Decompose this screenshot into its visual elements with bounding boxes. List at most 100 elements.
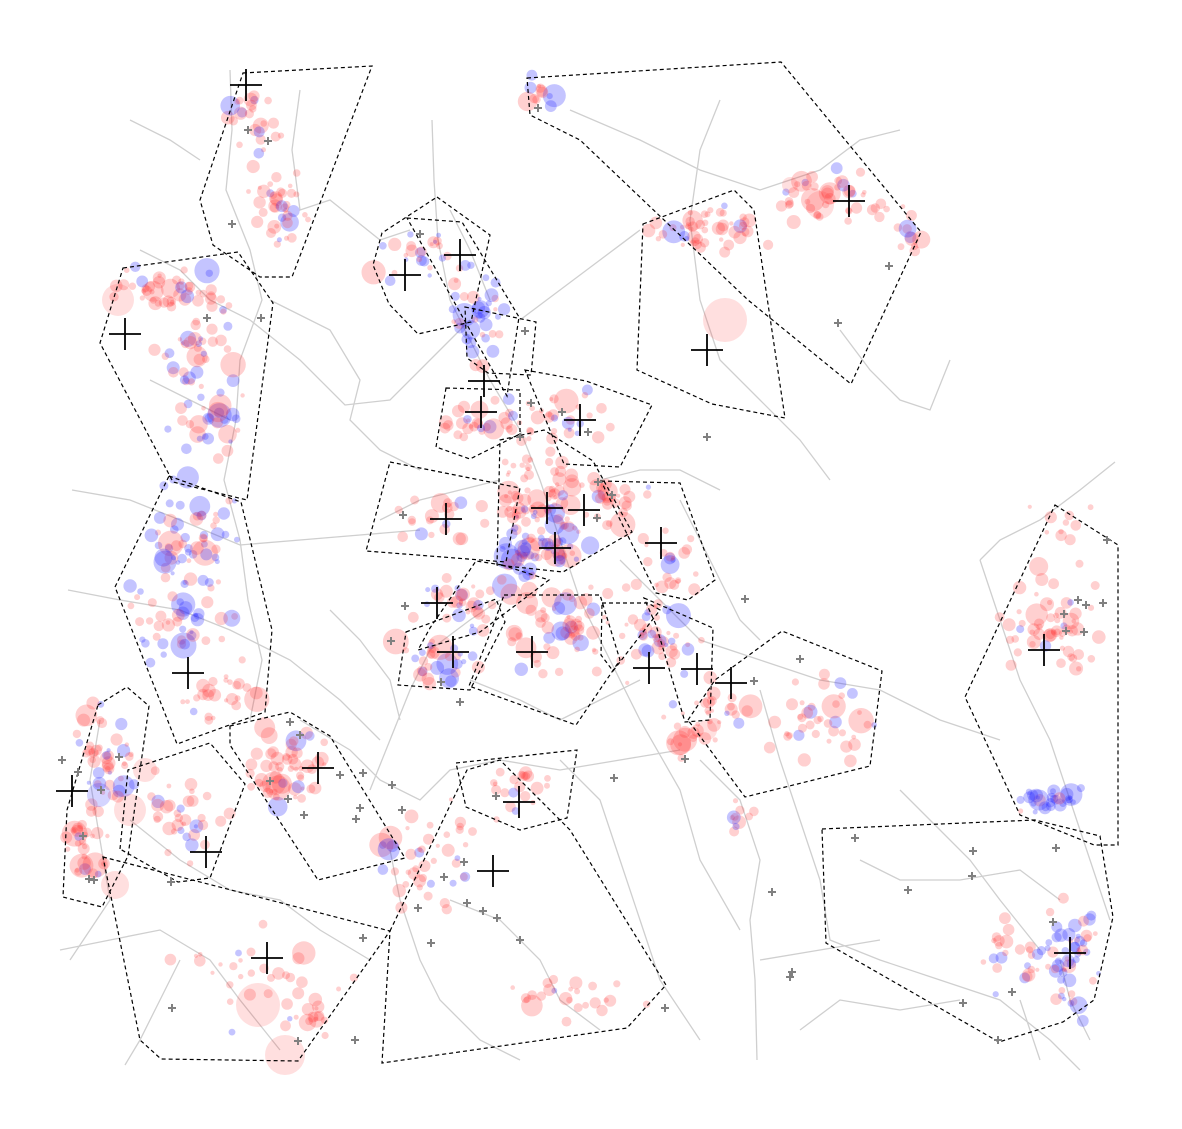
red-point bbox=[277, 132, 285, 139]
red-point bbox=[786, 215, 801, 229]
red-point bbox=[681, 544, 693, 555]
station-marker-icon bbox=[851, 834, 859, 842]
blue-point bbox=[204, 413, 214, 423]
large-red-point bbox=[265, 1035, 305, 1075]
red-point bbox=[545, 446, 556, 457]
red-point bbox=[421, 672, 435, 686]
red-point bbox=[666, 730, 692, 756]
blue-point bbox=[830, 162, 843, 175]
red-point bbox=[521, 454, 532, 465]
red-point bbox=[211, 544, 221, 554]
red-point bbox=[468, 827, 477, 836]
red-point bbox=[269, 789, 274, 794]
red-point bbox=[555, 455, 569, 470]
red-point bbox=[152, 276, 166, 289]
red-point bbox=[1050, 625, 1063, 637]
red-point bbox=[240, 393, 245, 398]
red-point bbox=[265, 748, 277, 760]
zone-center-cross-icon bbox=[437, 636, 469, 668]
red-point bbox=[544, 782, 550, 789]
blue-point bbox=[199, 530, 209, 540]
red-point bbox=[336, 986, 342, 992]
red-point bbox=[202, 791, 212, 801]
red-point bbox=[543, 983, 556, 997]
red-point bbox=[162, 295, 175, 308]
blue-point bbox=[637, 630, 648, 640]
red-point bbox=[490, 779, 498, 787]
red-point bbox=[488, 330, 497, 338]
red-point bbox=[570, 630, 581, 641]
blue-point bbox=[663, 552, 676, 565]
red-point bbox=[838, 729, 847, 737]
red-point bbox=[218, 962, 223, 967]
red-point bbox=[498, 411, 511, 424]
red-point bbox=[455, 588, 468, 602]
blue-point bbox=[670, 557, 676, 563]
red-point bbox=[226, 693, 239, 706]
blue-point bbox=[521, 539, 528, 546]
blue-point bbox=[164, 348, 175, 359]
red-point bbox=[1050, 964, 1060, 974]
red-point bbox=[190, 541, 204, 555]
blue-point bbox=[1047, 784, 1061, 798]
red-point bbox=[1018, 808, 1024, 814]
road-segment bbox=[469, 679, 641, 721]
red-point bbox=[286, 188, 297, 198]
red-point bbox=[541, 621, 554, 634]
red-point bbox=[261, 147, 266, 153]
red-point bbox=[818, 678, 830, 690]
red-point bbox=[705, 710, 711, 716]
red-point bbox=[187, 378, 195, 386]
station-marker-icon bbox=[968, 872, 976, 880]
station-marker-icon bbox=[115, 753, 123, 761]
blue-point bbox=[211, 553, 220, 562]
red-point bbox=[549, 394, 559, 404]
red-point bbox=[416, 665, 428, 677]
red-point bbox=[562, 618, 577, 633]
blue-point bbox=[511, 807, 520, 815]
red-point bbox=[1076, 947, 1081, 952]
red-point bbox=[719, 237, 724, 242]
large-red-point bbox=[703, 298, 747, 342]
red-point bbox=[579, 482, 585, 488]
red-point bbox=[784, 200, 794, 209]
red-point bbox=[724, 702, 738, 716]
red-point bbox=[569, 976, 583, 990]
blue-point bbox=[465, 345, 480, 359]
red-point bbox=[999, 934, 1014, 949]
red-point bbox=[524, 487, 531, 494]
station-marker-icon bbox=[266, 777, 274, 785]
red-point bbox=[1059, 645, 1065, 651]
red-point bbox=[909, 245, 921, 257]
red-point bbox=[1036, 623, 1043, 631]
red-point bbox=[196, 678, 210, 693]
station-marker-icon bbox=[904, 886, 912, 894]
red-point bbox=[621, 583, 631, 592]
red-point bbox=[406, 241, 417, 251]
red-point bbox=[791, 678, 800, 686]
blue-point bbox=[1061, 954, 1075, 968]
blue-point bbox=[197, 574, 209, 586]
blue-point bbox=[185, 838, 199, 852]
blue-point bbox=[427, 273, 432, 278]
red-point bbox=[561, 552, 568, 559]
blue-point bbox=[503, 393, 515, 405]
blue-point bbox=[641, 612, 651, 622]
red-point bbox=[500, 788, 510, 798]
blue-point bbox=[291, 780, 305, 794]
red-point bbox=[456, 417, 468, 430]
red-point bbox=[103, 750, 115, 762]
red-point bbox=[517, 91, 538, 112]
station-marker-icon bbox=[1060, 610, 1068, 618]
red-point bbox=[77, 713, 91, 727]
red-point bbox=[682, 210, 703, 231]
red-point bbox=[254, 778, 264, 788]
blue-point bbox=[189, 707, 198, 716]
red-point bbox=[1024, 941, 1036, 953]
red-point bbox=[545, 411, 552, 418]
blue-point bbox=[1041, 803, 1050, 812]
red-point bbox=[862, 190, 867, 195]
red-point bbox=[1092, 630, 1106, 644]
red-point bbox=[455, 532, 469, 546]
road-segment bbox=[979, 461, 1116, 561]
